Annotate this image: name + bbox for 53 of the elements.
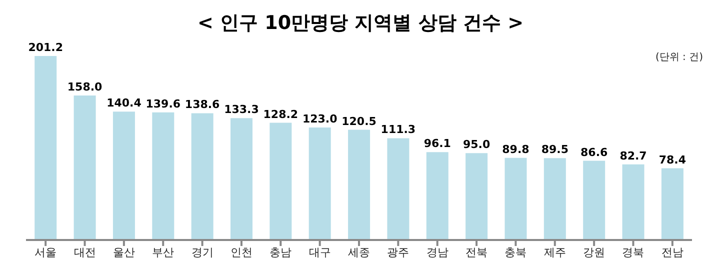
x-tick-label: 서울: [34, 246, 57, 259]
x-tick-label: 경기: [191, 246, 214, 259]
x-tick-label: 부산: [152, 246, 174, 259]
x-tick-label: 세종: [348, 246, 370, 259]
chart-title: < 인구 10만명당 지역별 상담 건수 >: [196, 11, 524, 36]
bar: [622, 164, 644, 240]
data-label: 138.6: [184, 98, 220, 112]
data-label: 139.6: [146, 97, 181, 110]
x-tick-label: 경남: [426, 246, 448, 259]
annotation: (단위 : 건): [655, 51, 703, 64]
data-label: 133.3: [224, 103, 259, 116]
bar: [504, 158, 527, 240]
data-label: 78.4: [658, 153, 686, 166]
x-tick-label: 전남: [661, 246, 684, 259]
x-tick-label: 전북: [466, 246, 488, 259]
bar: [348, 130, 370, 240]
bar: [387, 138, 410, 240]
x-tick-label: 대전: [74, 246, 96, 259]
bar: [270, 122, 292, 240]
data-label: 95.0: [462, 138, 490, 152]
x-tick-label: 강원: [583, 246, 606, 259]
bar: [426, 152, 448, 240]
bar: [583, 160, 606, 240]
x-tick-label: 광주: [387, 246, 410, 259]
bar: [34, 56, 57, 240]
data-label: 201.2: [28, 41, 64, 54]
data-label: 140.4: [106, 96, 142, 110]
data-label: 123.0: [302, 112, 338, 126]
data-label: 89.5: [541, 143, 568, 156]
x-tick-label: 제주: [544, 246, 566, 259]
data-label: 89.8: [502, 142, 530, 156]
data-label: 111.3: [380, 123, 416, 136]
data-label: 128.2: [263, 108, 298, 121]
bar: [74, 96, 96, 240]
data-label: 120.5: [342, 114, 376, 128]
bar: [152, 112, 174, 240]
data-label: 96.1: [424, 137, 451, 150]
bar: [661, 168, 684, 240]
bar: [112, 112, 135, 240]
data-label: 86.6: [580, 146, 608, 159]
data-label: 82.7: [620, 149, 647, 162]
bar: [230, 118, 252, 240]
bar: [544, 158, 566, 240]
x-tick-label: 대구: [308, 246, 331, 259]
x-tick-label: 충남: [270, 246, 292, 259]
x-tick-label: 울산: [112, 246, 135, 259]
data-label: 158.0: [67, 80, 103, 94]
x-tick-label: 인천: [230, 246, 252, 259]
bar: [308, 128, 331, 240]
bar: [191, 113, 214, 240]
x-tick-label: 경북: [622, 246, 644, 259]
x-tick-label: 충북: [504, 246, 527, 259]
bar: [466, 153, 488, 240]
